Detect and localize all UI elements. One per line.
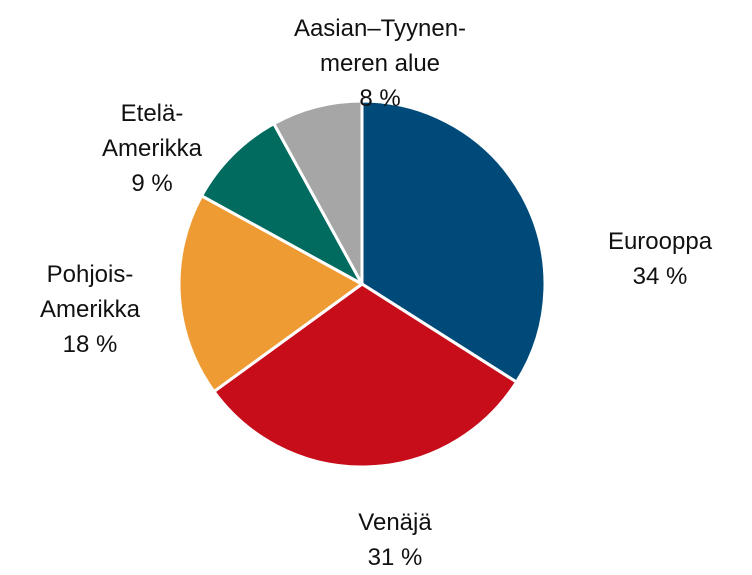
category-label: Pohjois- Amerikka	[39, 261, 141, 323]
value-label: 8 %	[359, 85, 401, 112]
slice-label: Eurooppa 34 %	[608, 224, 712, 294]
pie-slice	[177, 194, 364, 394]
slice-label: Aasian–Tyynen- meren alue 8 %	[294, 11, 466, 116]
pie-slice	[212, 282, 519, 469]
value-label: 9 %	[131, 170, 173, 197]
category-label: Eurooppa	[607, 228, 713, 255]
category-label: Etelä- Amerikka	[101, 100, 203, 162]
value-label: 31 %	[367, 544, 423, 571]
category-label: Aasian–Tyynen- meren alue	[293, 15, 467, 77]
pie-slice	[200, 122, 364, 286]
pie-slice	[272, 99, 364, 286]
value-label: 18 %	[62, 331, 118, 358]
slice-label: Venäjä 31 %	[358, 505, 431, 575]
slice-label: Pohjois- Amerikka 18 %	[40, 257, 140, 362]
slice-label: Etelä- Amerikka 9 %	[102, 96, 202, 201]
value-label: 34 %	[632, 263, 688, 290]
category-label: Venäjä	[358, 509, 432, 536]
